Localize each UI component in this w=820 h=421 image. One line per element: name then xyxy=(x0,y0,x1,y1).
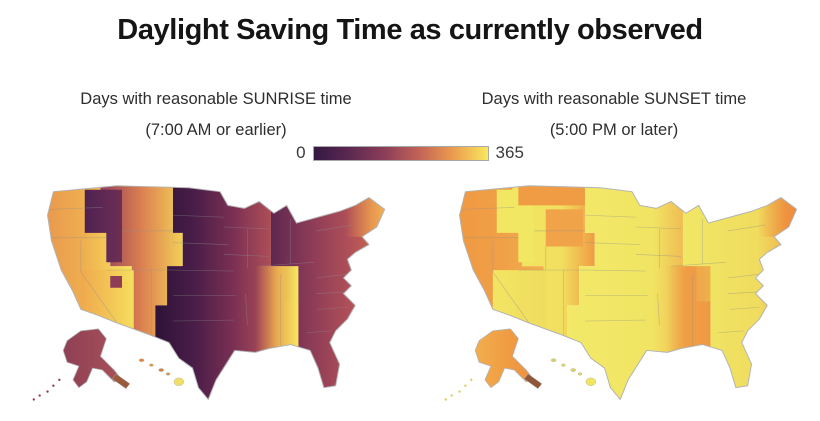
colorbar-max-label: 365 xyxy=(495,143,524,162)
sunset-panel-title: Days with reasonable SUNSET time xyxy=(481,90,747,108)
colorbar-legend: 0 365 xyxy=(0,143,820,163)
sunset-panel-subtitle: (5:00 PM or later) xyxy=(549,120,679,139)
sunrise-us-map xyxy=(32,185,386,401)
sunrise-panel-header: Days with reasonable SUNRISE time (7:00 … xyxy=(0,84,432,145)
colorbar-gradient xyxy=(312,145,489,161)
sunset-us-map xyxy=(444,185,798,401)
sunrise-panel-title: Days with reasonable SUNRISE time xyxy=(80,90,352,108)
colorbar-min-label: 0 xyxy=(296,143,306,162)
page-title: Daylight Saving Time as currently observ… xyxy=(117,14,703,46)
sunrise-panel-subtitle: (7:00 AM or earlier) xyxy=(145,120,287,139)
sunset-panel-header: Days with reasonable SUNSET time (5:00 P… xyxy=(408,84,820,145)
